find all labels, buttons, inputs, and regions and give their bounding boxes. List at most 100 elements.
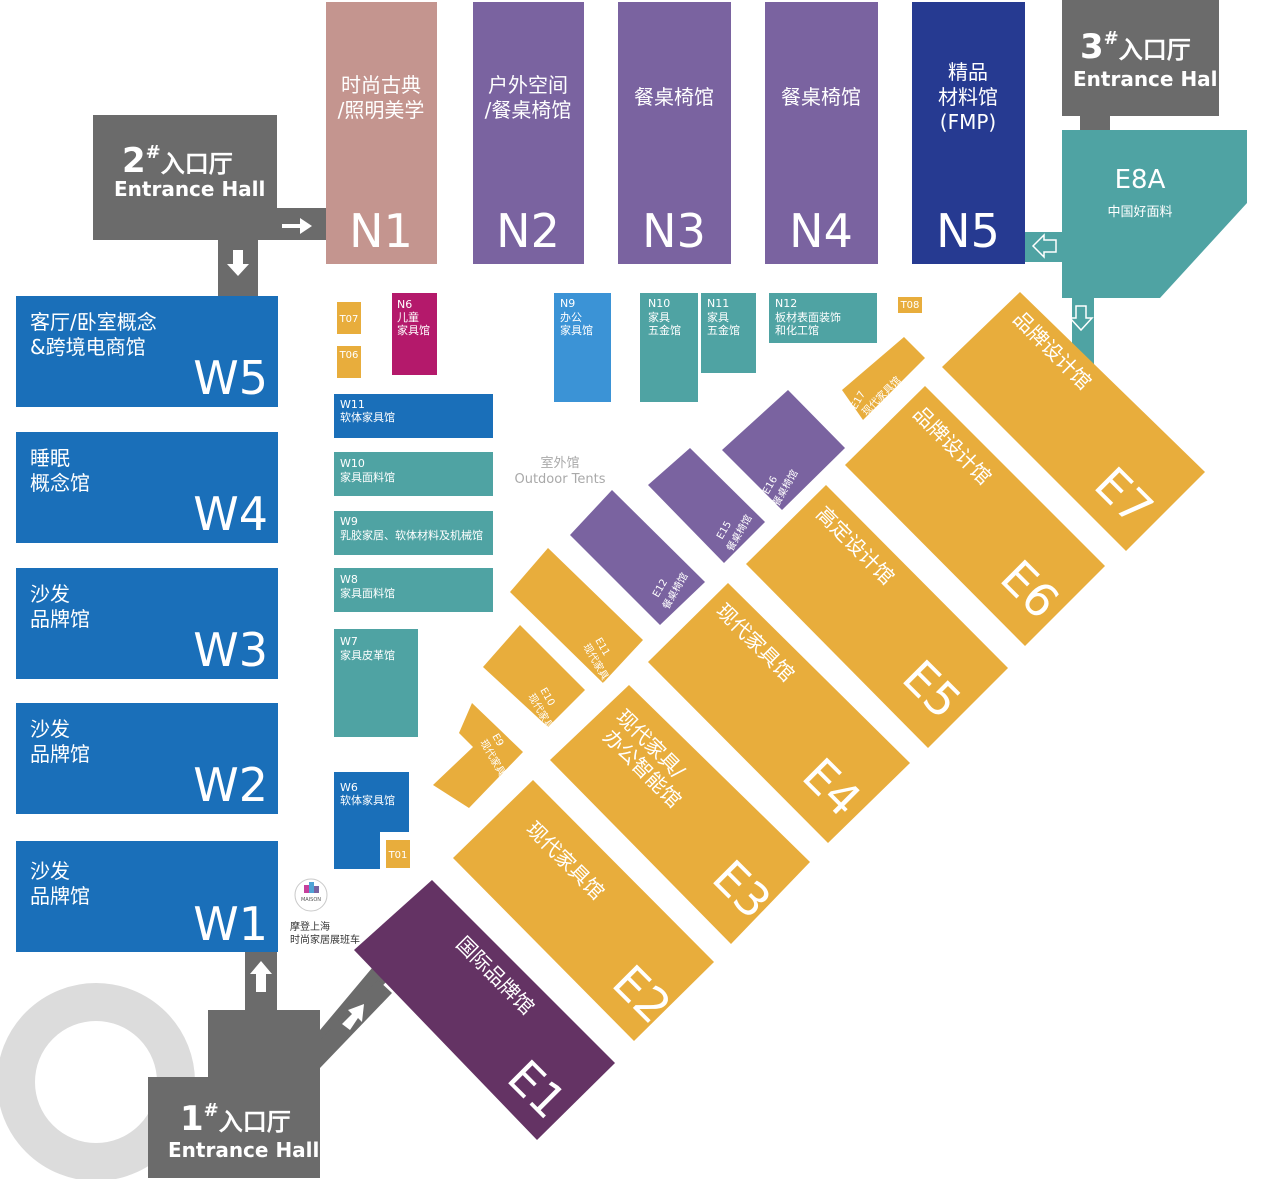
svg-text:品牌馆: 品牌馆 bbox=[30, 884, 90, 908]
hall-n9[interactable]: N9 办公 家具馆 bbox=[554, 293, 611, 402]
svg-text:N1: N1 bbox=[349, 204, 413, 258]
tent-t07[interactable]: T07 bbox=[337, 302, 361, 334]
svg-text:Outdoor Tents: Outdoor Tents bbox=[514, 472, 605, 487]
svg-text:W9: W9 bbox=[340, 515, 358, 528]
svg-text:时尚家居展班车: 时尚家居展班车 bbox=[290, 933, 360, 946]
hall-w6[interactable]: W6 软体家具馆 bbox=[334, 772, 409, 869]
svg-text:家具皮革馆: 家具皮革馆 bbox=[340, 648, 395, 662]
svg-text:/餐桌椅馆: /餐桌椅馆 bbox=[485, 98, 572, 122]
svg-text:N6: N6 bbox=[397, 298, 412, 311]
svg-text:儿童: 儿童 bbox=[397, 310, 419, 324]
svg-text:N10: N10 bbox=[648, 297, 670, 310]
svg-text:餐桌椅馆: 餐桌椅馆 bbox=[634, 85, 714, 109]
hall-n2[interactable]: 户外空间 /餐桌椅馆 N2 bbox=[473, 2, 584, 264]
hall-e8a[interactable]: E8A 中国好面料 bbox=[1025, 130, 1247, 365]
hall-n4[interactable]: 餐桌椅馆 N4 bbox=[765, 2, 878, 264]
hall-e4[interactable]: 现代家具馆 E4 bbox=[648, 583, 910, 843]
svg-text:乳胶家居、软体材料及机械馆: 乳胶家居、软体材料及机械馆 bbox=[340, 528, 483, 542]
hall-e12[interactable]: E12 餐桌椅馆 bbox=[570, 490, 705, 625]
hall-w1[interactable]: 沙发 品牌馆 W1 bbox=[16, 841, 278, 952]
svg-text:T06: T06 bbox=[339, 350, 359, 361]
svg-text:软体家具馆: 软体家具馆 bbox=[340, 793, 395, 807]
hall-w9[interactable]: W9 乳胶家居、软体材料及机械馆 bbox=[334, 511, 493, 555]
svg-text:N2: N2 bbox=[496, 204, 560, 258]
svg-text:家具: 家具 bbox=[648, 310, 670, 324]
hall-w11[interactable]: W11 软体家具馆 bbox=[334, 394, 493, 438]
svg-text:W3: W3 bbox=[193, 623, 268, 677]
arrow-left-icon bbox=[1031, 233, 1057, 259]
svg-text:W10: W10 bbox=[340, 457, 365, 470]
svg-text:W4: W4 bbox=[193, 487, 268, 541]
svg-text:&跨境电商馆: &跨境电商馆 bbox=[30, 335, 146, 359]
tent-t08[interactable]: T08 bbox=[898, 297, 922, 313]
svg-text:E9: E9 bbox=[489, 732, 505, 748]
svg-text:家具馆: 家具馆 bbox=[560, 323, 593, 337]
svg-text:家具面料馆: 家具面料馆 bbox=[340, 586, 395, 600]
svg-text:W11: W11 bbox=[340, 398, 365, 411]
entrance-hall-1[interactable]: 1#入口厅 Entrance Hall bbox=[148, 952, 392, 1178]
hall-e9[interactable]: E9 现代家具馆 bbox=[433, 703, 523, 808]
hall-n11[interactable]: N11 家具 五金馆 bbox=[701, 293, 756, 373]
svg-text:W1: W1 bbox=[193, 897, 268, 951]
svg-text:W2: W2 bbox=[193, 758, 268, 812]
svg-text:室外馆: 室外馆 bbox=[540, 455, 579, 471]
hall-w3[interactable]: 沙发 品牌馆 W3 bbox=[16, 568, 278, 679]
hall-n3[interactable]: 餐桌椅馆 N3 bbox=[618, 2, 731, 264]
hall-n10[interactable]: N10 家具 五金馆 bbox=[640, 293, 698, 402]
svg-text:N4: N4 bbox=[789, 204, 853, 258]
svg-text:家具馆: 家具馆 bbox=[397, 323, 430, 337]
hall-w8[interactable]: W8 家具面料馆 bbox=[334, 568, 493, 612]
svg-text:MAISON: MAISON bbox=[301, 897, 321, 903]
svg-text:N12: N12 bbox=[775, 297, 797, 310]
hall-n5[interactable]: 精品 材料馆 (FMP) N5 bbox=[912, 2, 1025, 264]
svg-text:客厅/卧室概念: 客厅/卧室概念 bbox=[30, 310, 157, 334]
svg-text:W5: W5 bbox=[193, 351, 268, 405]
svg-text:摩登上海: 摩登上海 bbox=[290, 920, 330, 933]
svg-text:N11: N11 bbox=[707, 297, 729, 310]
arrow-down-icon bbox=[227, 250, 249, 276]
svg-text:品牌馆: 品牌馆 bbox=[30, 742, 90, 766]
hall-w7[interactable]: W7 家具皮革馆 bbox=[334, 629, 418, 737]
svg-text:五金馆: 五金馆 bbox=[648, 323, 681, 337]
tent-t06[interactable]: T06 bbox=[337, 346, 361, 378]
arrow-down-icon bbox=[1068, 305, 1094, 332]
svg-text:T07: T07 bbox=[339, 314, 359, 325]
entrance-2-label: 2#入口厅 bbox=[122, 141, 233, 181]
svg-text:家具: 家具 bbox=[707, 310, 729, 324]
svg-text:睡眠: 睡眠 bbox=[30, 446, 70, 470]
svg-text:五金馆: 五金馆 bbox=[707, 323, 740, 337]
hall-w5[interactable]: 客厅/卧室概念 &跨境电商馆 W5 bbox=[16, 296, 278, 407]
svg-text:N3: N3 bbox=[642, 204, 706, 258]
svg-text:N5: N5 bbox=[936, 204, 1000, 258]
hall-n6[interactable]: N6 儿童 家具馆 bbox=[392, 293, 437, 375]
svg-text:/照明美学: /照明美学 bbox=[338, 98, 425, 122]
hall-w4[interactable]: 睡眠 概念馆 W4 bbox=[16, 432, 278, 543]
svg-text:T01: T01 bbox=[388, 850, 408, 861]
svg-text:沙发: 沙发 bbox=[30, 582, 70, 606]
hall-w10[interactable]: W10 家具面料馆 bbox=[334, 452, 493, 496]
svg-text:板材表面装饰: 板材表面装饰 bbox=[775, 310, 841, 324]
svg-text:N9: N9 bbox=[560, 297, 575, 310]
svg-text:W8: W8 bbox=[340, 573, 358, 586]
entrance-1-en: Entrance Hall bbox=[168, 1138, 319, 1162]
hall-n12[interactable]: N12 板材表面装饰 和化工馆 bbox=[769, 293, 877, 343]
tent-t01[interactable]: T01 bbox=[386, 840, 410, 868]
svg-text:和化工馆: 和化工馆 bbox=[775, 323, 819, 337]
svg-text:沙发: 沙发 bbox=[30, 717, 70, 741]
hall-n1[interactable]: 时尚古典 /照明美学 N1 bbox=[326, 2, 437, 264]
svg-text:户外空间: 户外空间 bbox=[488, 73, 568, 97]
svg-text:W6: W6 bbox=[340, 781, 358, 794]
entrance-3-label: 3#入口厅 bbox=[1080, 27, 1191, 67]
entrance-hall-3[interactable]: 3#入口厅 Entrance Hall bbox=[1062, 0, 1224, 130]
entrance-hall-2[interactable]: 2#入口厅 Entrance Hall bbox=[93, 115, 327, 296]
shuttle-bus-stop[interactable]: MAISON 摩登上海 时尚家居展班车 bbox=[290, 878, 360, 946]
svg-text:E8A: E8A bbox=[1115, 165, 1166, 195]
svg-text:材料馆: 材料馆 bbox=[938, 85, 998, 109]
svg-text:T08: T08 bbox=[900, 300, 920, 311]
hall-w2[interactable]: 沙发 品牌馆 W2 bbox=[16, 703, 278, 814]
entrance-1-label: 1#入口厅 bbox=[180, 1099, 291, 1139]
svg-text:概念馆: 概念馆 bbox=[30, 471, 90, 495]
svg-text:中国好面料: 中国好面料 bbox=[1107, 205, 1172, 220]
svg-text:餐桌椅馆: 餐桌椅馆 bbox=[781, 85, 861, 109]
